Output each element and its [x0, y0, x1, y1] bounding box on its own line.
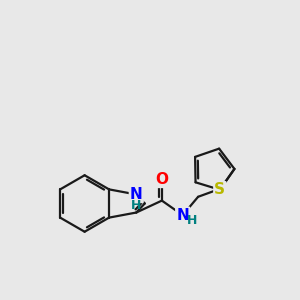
- Text: H: H: [187, 214, 197, 227]
- Text: S: S: [214, 182, 225, 197]
- Text: N: N: [176, 208, 189, 223]
- Text: H: H: [131, 199, 142, 212]
- Text: O: O: [155, 172, 168, 187]
- Text: N: N: [130, 187, 142, 202]
